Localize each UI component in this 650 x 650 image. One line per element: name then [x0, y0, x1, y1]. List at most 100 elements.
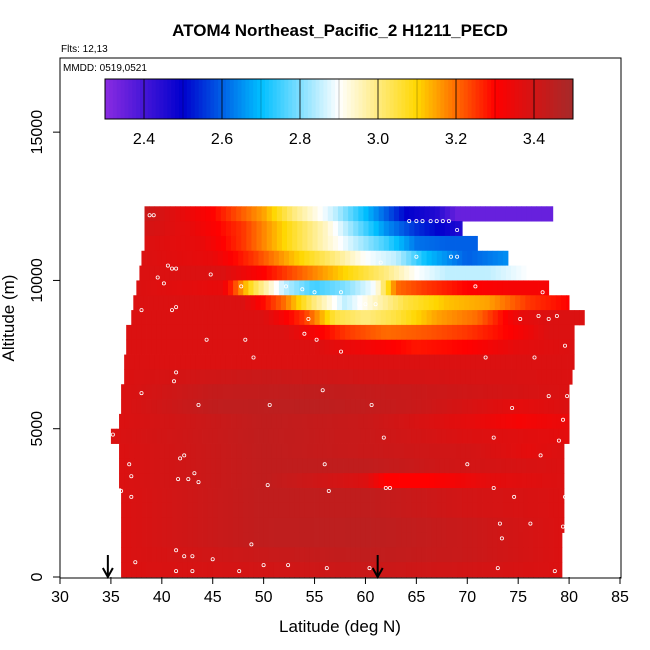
heatmap-cell [470, 235, 476, 252]
heatmap-cell [248, 562, 254, 578]
heatmap-cell [139, 473, 145, 489]
heatmap-cell [136, 280, 142, 296]
heatmap-cell [281, 206, 288, 222]
heatmap-cell [141, 399, 147, 415]
heatmap-cell [319, 547, 326, 563]
heatmap-cell [151, 562, 158, 578]
heatmap-cell [551, 413, 558, 430]
heatmap-cell [508, 280, 514, 296]
heatmap-cell [231, 206, 237, 222]
heatmap-cell [348, 413, 354, 430]
heatmap-cell [166, 488, 173, 504]
sample-point [208, 272, 213, 277]
heatmap-cell [363, 206, 369, 222]
heatmap-cell [457, 280, 463, 296]
colorbar-segment [444, 79, 449, 119]
heatmap-cell [253, 502, 259, 519]
heatmap-cell [182, 250, 188, 266]
heatmap-cell [380, 502, 387, 519]
heatmap-cell [200, 443, 206, 459]
heatmap-cell [195, 206, 201, 222]
heatmap-cell [278, 532, 285, 548]
sample-point [196, 480, 201, 485]
colorbar-segment [514, 79, 519, 119]
heatmap-cell [131, 339, 137, 355]
heatmap-cell [131, 547, 137, 563]
heatmap-cell [166, 399, 173, 415]
heatmap-cell [385, 384, 392, 400]
heatmap-cell [169, 458, 176, 474]
heatmap-cell [215, 235, 222, 252]
heatmap-cell [309, 562, 315, 578]
heatmap-cell [421, 532, 427, 548]
heatmap-cell [465, 354, 471, 370]
heatmap-cell [561, 473, 565, 489]
heatmap-cell [332, 413, 339, 430]
heatmap-cell [154, 473, 161, 489]
heatmap-cell [368, 206, 374, 222]
heatmap-cell [370, 547, 377, 563]
heatmap-cell [148, 295, 155, 311]
heatmap-cell [406, 562, 412, 578]
heatmap-cell [273, 517, 280, 533]
heatmap-cell [365, 562, 371, 578]
heatmap-cell [314, 562, 321, 578]
heatmap-cell [278, 324, 285, 341]
heatmap-cell [309, 547, 315, 563]
heatmap-cell [452, 384, 458, 400]
heatmap-cell [116, 428, 122, 444]
heatmap-cell [190, 458, 196, 474]
heatmap-cell [477, 324, 483, 341]
colorbar-segment [432, 79, 437, 119]
heatmap-cell [271, 354, 278, 370]
heatmap-cell [441, 399, 448, 415]
heatmap-cell [210, 369, 217, 385]
heatmap-cell [470, 473, 476, 489]
colorbar-segment [483, 79, 488, 119]
heatmap-cell [210, 221, 217, 237]
heatmap-cell [225, 473, 232, 489]
heatmap-cell [139, 265, 145, 281]
heatmap-cell [250, 295, 256, 311]
heatmap-cell [180, 369, 186, 385]
heatmap-cell [261, 413, 268, 430]
heatmap-cell [190, 235, 196, 252]
heatmap-cell [273, 488, 280, 504]
heatmap-cell [154, 221, 161, 237]
heatmap-cell [370, 488, 377, 504]
heatmap-cell [175, 443, 181, 459]
heatmap-cell [560, 295, 567, 311]
heatmap-cell [393, 206, 400, 222]
x-tick-label: 60 [357, 589, 375, 606]
heatmap-cell [368, 354, 374, 370]
heatmap-cell [297, 265, 303, 281]
heatmap-cell [462, 562, 468, 578]
heatmap-cell [215, 473, 222, 489]
heatmap-cell [340, 502, 346, 519]
heatmap-cell [322, 473, 329, 489]
heatmap-cell [500, 265, 507, 281]
sample-point [434, 219, 439, 224]
heatmap-cell [172, 488, 178, 504]
heatmap-cell [355, 324, 361, 341]
heatmap-cell [238, 517, 244, 533]
heatmap-cell [358, 354, 364, 370]
heatmap-cell [200, 221, 206, 237]
heatmap-cell [164, 221, 171, 237]
heatmap-cell [470, 265, 476, 281]
heatmap-cell [187, 547, 193, 563]
sample-point [414, 219, 419, 224]
heatmap-cell [332, 443, 339, 459]
heatmap-cell [177, 324, 183, 341]
heatmap-cell [175, 458, 181, 474]
heatmap-cell [392, 295, 399, 311]
heatmap-cell [528, 428, 534, 444]
colorbar-segment [463, 79, 469, 119]
heatmap-cell [146, 324, 153, 341]
heatmap-cell [314, 517, 321, 533]
heatmap-cell [477, 428, 483, 444]
heatmap-cell [210, 458, 217, 474]
sample-point [407, 219, 412, 224]
heatmap-cell [331, 295, 338, 311]
heatmap-cell [334, 324, 341, 341]
